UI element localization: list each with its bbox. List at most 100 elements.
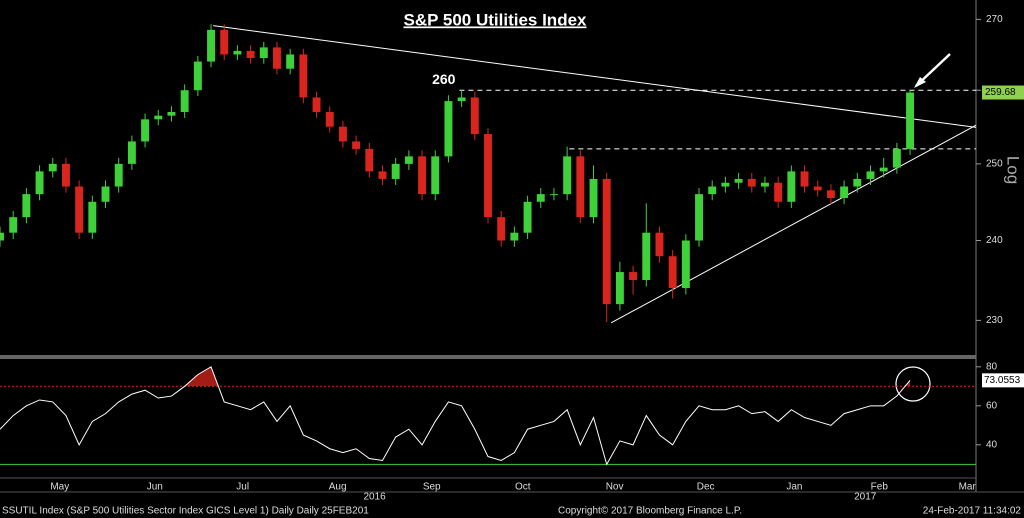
x-tick-label: Nov — [606, 482, 624, 493]
candle-body — [193, 61, 202, 91]
candle-body — [734, 178, 743, 183]
candle-body — [655, 232, 664, 257]
candle-body — [246, 50, 255, 59]
candle-body — [879, 167, 888, 172]
candle-body — [35, 171, 44, 195]
candle-body — [273, 47, 281, 69]
candle-body — [523, 201, 532, 233]
candle-body — [892, 148, 901, 168]
candle-body — [338, 126, 347, 142]
candle-body — [602, 178, 611, 305]
candle-body — [721, 182, 730, 187]
y-tick-label: 60 — [986, 400, 998, 411]
last-price-box — [982, 85, 1024, 100]
candle-body — [813, 186, 822, 191]
trend-line — [213, 25, 977, 128]
candle-body — [615, 272, 624, 305]
candle-body — [853, 178, 862, 187]
candle-body — [365, 148, 374, 172]
candle-body — [536, 194, 545, 202]
candle-body — [391, 163, 400, 179]
x-tick-label: Sep — [423, 482, 441, 493]
candle-body — [470, 97, 479, 135]
x-tick-label: Aug — [329, 482, 347, 493]
footer-right: 24-Feb-2017 11:34:02 — [923, 506, 1022, 517]
candle-body — [259, 47, 268, 59]
candle-body — [866, 171, 875, 179]
candle-body — [497, 217, 506, 241]
x-tick-label: Mar — [959, 482, 977, 493]
candle-body — [167, 112, 176, 116]
candle-body — [220, 29, 229, 55]
last-price-label: 259.68 — [985, 87, 1016, 98]
candle-body — [510, 232, 519, 241]
candle-body — [629, 272, 638, 281]
candle-body — [787, 171, 796, 202]
candle-body — [325, 112, 334, 127]
candle-body — [378, 171, 387, 179]
candle-body — [88, 201, 97, 233]
y-tick-label: 240 — [986, 235, 1003, 246]
candle-body — [549, 194, 558, 196]
x-tick-label: Oct — [515, 482, 531, 493]
candle-body — [576, 156, 585, 218]
candle-body — [906, 92, 915, 149]
y-tick-label: 230 — [986, 315, 1003, 326]
year-label: 2017 — [854, 492, 877, 503]
x-tick-label: Jul — [236, 482, 249, 493]
candle-body — [668, 256, 677, 289]
candle-body — [207, 29, 215, 62]
candle-body — [48, 163, 57, 172]
panel-separator — [0, 355, 976, 359]
trend-line — [610, 124, 977, 324]
candle-body — [457, 97, 466, 102]
footer-center: Copyright© 2017 Bloomberg Finance L.P. — [558, 506, 742, 517]
candle-body — [800, 171, 809, 187]
last-value-box — [982, 373, 1024, 388]
candle-body — [826, 190, 835, 198]
candle-body — [75, 186, 84, 233]
candle-body — [22, 194, 31, 218]
x-tick-label: May — [50, 482, 69, 493]
candle-body — [141, 119, 150, 142]
y-tick-label: 80 — [986, 361, 998, 372]
level-label: 260 — [432, 71, 456, 87]
candle-body — [233, 50, 242, 55]
candle-body — [695, 194, 703, 241]
highlight-circle — [895, 366, 931, 402]
candle-body — [9, 217, 18, 233]
x-tick-label: Jun — [147, 482, 163, 493]
candle-body — [180, 90, 189, 113]
candle-body — [286, 54, 295, 69]
last-value-label: 73.0553 — [984, 375, 1021, 386]
x-tick-label: Jan — [786, 482, 802, 493]
candle-body — [352, 141, 361, 149]
rsi-line — [0, 366, 911, 466]
candle-body — [840, 186, 849, 198]
y-tick-label: 250 — [986, 158, 1003, 169]
candle-body — [761, 182, 769, 187]
year-label: 2016 — [363, 492, 386, 503]
candle-body — [681, 240, 690, 289]
y-tick-label: 40 — [986, 439, 998, 450]
candle-body — [747, 178, 756, 187]
candle-body — [312, 97, 321, 113]
candle-body — [642, 232, 651, 281]
candle-body — [127, 141, 136, 164]
y-tick-label: 270 — [986, 14, 1003, 25]
candle-body — [404, 156, 413, 164]
y-axis-label: Log — [1004, 156, 1023, 184]
arrow-head — [914, 77, 926, 88]
candle-body — [61, 163, 70, 187]
x-tick-label: Dec — [697, 482, 715, 493]
candle-body — [431, 156, 440, 195]
chart-title: S&P 500 Utilities Index — [404, 10, 588, 29]
candle-body — [154, 115, 163, 120]
candle-body — [299, 54, 308, 98]
candle-body — [114, 163, 123, 187]
candle-body — [563, 156, 572, 195]
candle-body — [418, 156, 427, 195]
footer-left: SSUTIL Index (S&P 500 Utilities Sector I… — [2, 506, 369, 517]
candle-body — [101, 186, 110, 202]
